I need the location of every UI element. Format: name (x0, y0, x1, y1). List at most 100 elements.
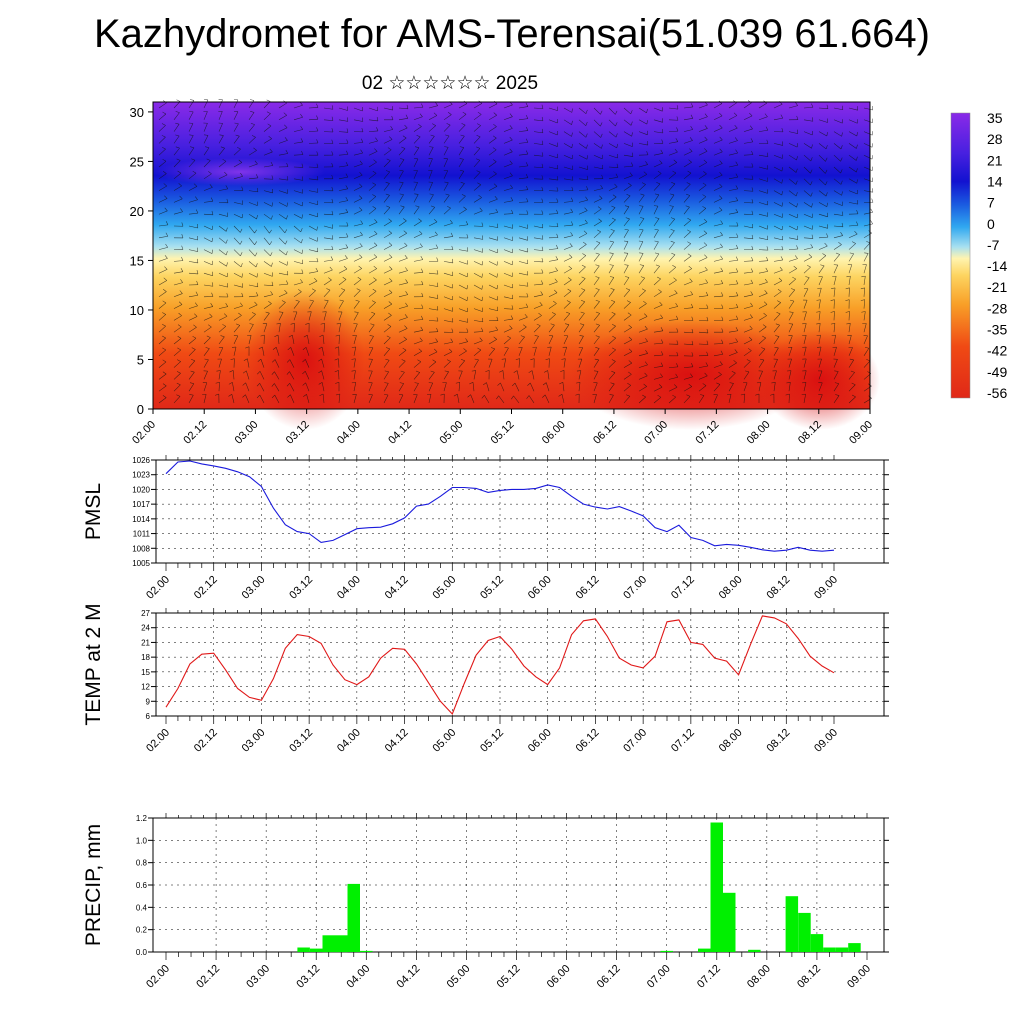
x-tick-label: 06.00 (540, 419, 568, 447)
colorbar-frame (950, 112, 971, 399)
x-tick-label: 09.00 (812, 574, 840, 602)
precip-bar (660, 950, 673, 952)
x-tick-label: 07.00 (645, 963, 673, 991)
x-tick-label: 08.00 (745, 963, 773, 991)
chart-title: Kazhydromet for AMS-Terensai(51.039 61.6… (94, 12, 930, 56)
x-tick-label: 05.12 (478, 727, 506, 755)
y-tick-label: 0.2 (136, 926, 148, 935)
x-tick-label: 07.12 (695, 963, 723, 991)
x-tick-label: 06.12 (574, 727, 602, 755)
series-line (165, 615, 835, 716)
y-axis-label: TEMP at 2 M (82, 603, 105, 725)
y-tick-label: 0.6 (136, 881, 148, 890)
precip-bar (848, 943, 861, 952)
x-tick-label: 09.00 (812, 727, 840, 755)
x-tick-label: 04.12 (383, 727, 411, 755)
y-tick-label: 1011 (133, 530, 151, 539)
y-tick-label: 18 (141, 653, 150, 662)
x-tick-label: 08.00 (717, 727, 745, 755)
x-tick-label: 06.00 (545, 963, 573, 991)
y-tick-label: 9 (146, 697, 151, 706)
x-tick-label: 02.00 (144, 574, 172, 602)
x-tick-label: 06.00 (526, 574, 554, 602)
precip-bar (798, 912, 811, 952)
y-tick-label: 0.4 (136, 903, 148, 912)
colorbar-label: 0 (987, 216, 995, 232)
colorbar-label: -14 (987, 258, 1007, 274)
x-tick-label: 04.00 (335, 574, 363, 602)
precip-bar (785, 896, 799, 952)
grid-lines (153, 818, 884, 952)
x-tick-label: 03.00 (233, 419, 261, 447)
colorbar-label: -35 (987, 322, 1007, 338)
colorbar-label: -49 (987, 364, 1007, 380)
colorbar-label: -42 (987, 343, 1007, 359)
x-tick-label: 02.12 (192, 727, 220, 755)
x-tick-label: 07.00 (621, 727, 649, 755)
colorbar-label: 35 (987, 110, 1003, 126)
x-tick-label: 03.00 (240, 727, 268, 755)
colorbar-label: -21 (987, 279, 1007, 295)
y-tick-label: 21 (141, 638, 150, 647)
panel-frame (155, 459, 885, 564)
cold-core (155, 158, 325, 186)
y-tick-label: 1023 (132, 471, 150, 480)
x-tick-label: 06.00 (526, 727, 554, 755)
x-tick-label: 04.12 (386, 419, 414, 447)
precip-bar (335, 935, 348, 953)
warm-core (570, 320, 810, 430)
x-tick-label: 08.12 (764, 727, 792, 755)
x-tick-label: 03.00 (244, 963, 272, 991)
x-tick-label: 04.00 (335, 727, 363, 755)
precip-bar (710, 822, 723, 952)
x-tick-label: 04.12 (383, 574, 411, 602)
x-tick-label: 05.00 (430, 727, 458, 755)
warm-core (760, 330, 880, 430)
y-axis-label: PRECIP, mm (82, 824, 105, 946)
temp-panel: 27 24 21 18 15 12 9 6 02.00 02.12 03.00 03.12 04.00 0… (82, 603, 889, 755)
x-tick-label: 03.12 (287, 727, 315, 755)
x-tick-label: 06.12 (591, 419, 619, 447)
precip-bar (347, 883, 360, 952)
y-tick-label: 0 (137, 402, 144, 417)
precip-bar (823, 947, 836, 952)
y-axis-label: PMSL (82, 483, 105, 540)
x-tick-label: 07.12 (669, 727, 697, 755)
y-tick-label: 1020 (132, 485, 150, 494)
y-tick-label: 25 (130, 154, 144, 169)
colorbar-label: 7 (987, 195, 995, 211)
x-tick-label: 02.12 (194, 963, 222, 991)
precip-bar (835, 947, 849, 952)
y-tick-label: 1005 (132, 559, 150, 568)
precip-bar (360, 950, 373, 952)
colorbar-label: 28 (987, 131, 1003, 147)
x-tick-label: 02.00 (144, 963, 172, 991)
x-tick-label: 06.12 (595, 963, 623, 991)
y-tick-label: 1017 (132, 500, 150, 509)
x-tick-label: 05.00 (437, 419, 465, 447)
wind-barbs (158, 99, 874, 404)
precip-panel: 1.2 1.0 0.8 0.6 0.4 0.2 0.0 02.00 02.12 03.00 03.1… (82, 813, 889, 991)
precip-bar (297, 947, 310, 952)
y-tick-label: 1014 (132, 515, 150, 524)
x-tick-label: 04.12 (395, 963, 423, 991)
colorbar-label: 21 (987, 152, 1003, 168)
x-tick-label: 08.12 (764, 574, 792, 602)
y-tick-label: 5 (137, 352, 144, 367)
chart-subtitle: 02 ☆☆☆☆☆☆ 2025 (361, 73, 539, 94)
x-tick-label: 03.12 (287, 574, 315, 602)
x-tick-label: 09.00 (845, 963, 873, 991)
x-tick-label: 05.12 (478, 574, 506, 602)
precip-bar (310, 948, 323, 952)
x-tick-label: 05.00 (445, 963, 473, 991)
colorbar-fill (951, 113, 970, 398)
x-tick-label: 02.12 (181, 419, 209, 447)
y-tick-label: 1008 (132, 544, 150, 553)
grid-lines (156, 460, 884, 563)
x-tick-label: 05.12 (489, 419, 517, 447)
colorbar: 35 28 21 14 7 0 -7 -14 -21 -28 -35 -42 -49 -56 (950, 110, 1007, 401)
x-tick-label: 05.12 (495, 963, 523, 991)
